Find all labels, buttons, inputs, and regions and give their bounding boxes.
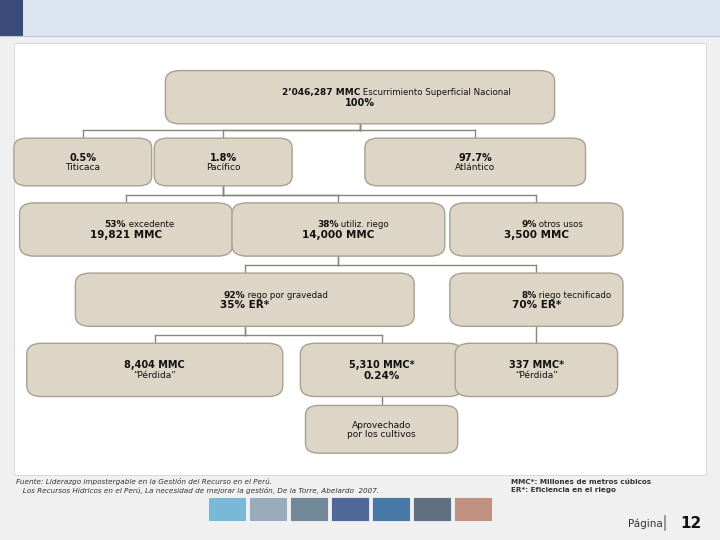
Text: 53%: 53% <box>104 220 126 230</box>
Bar <box>208 497 246 521</box>
Text: 0.24%: 0.24% <box>364 370 400 381</box>
Text: Titicaca: Titicaca <box>66 163 100 172</box>
Text: MMC*: Millones de metros cúbicos: MMC*: Millones de metros cúbicos <box>511 478 652 485</box>
Text: 8%: 8% <box>521 291 536 300</box>
Text: 70% ER*: 70% ER* <box>512 300 561 310</box>
Text: excedente: excedente <box>126 220 174 230</box>
Text: 35% ER*: 35% ER* <box>220 300 269 310</box>
Text: 0.5%: 0.5% <box>69 153 96 163</box>
Bar <box>454 497 492 521</box>
Text: otros usos: otros usos <box>536 220 583 230</box>
Text: 5,310 MMC*: 5,310 MMC* <box>348 360 415 370</box>
Text: Aprovechado: Aprovechado <box>352 421 411 430</box>
FancyBboxPatch shape <box>14 138 152 186</box>
FancyBboxPatch shape <box>232 203 445 256</box>
FancyBboxPatch shape <box>300 343 463 396</box>
Text: 12: 12 <box>680 516 702 531</box>
Text: ER*: Eficiencia en el riego: ER*: Eficiencia en el riego <box>511 487 616 494</box>
FancyBboxPatch shape <box>305 406 458 453</box>
Text: 100%: 100% <box>345 98 375 108</box>
FancyBboxPatch shape <box>27 343 283 396</box>
Text: por los cultivos: por los cultivos <box>347 430 416 439</box>
FancyBboxPatch shape <box>450 203 623 256</box>
Text: Rendimiento de los recursos hídricos en el sector agrícola en la vertiente del P: Rendimiento de los recursos hídricos en … <box>30 11 564 24</box>
Text: 3,500 MMC: 3,500 MMC <box>504 230 569 240</box>
FancyBboxPatch shape <box>19 203 233 256</box>
Text: Pacífico: Pacífico <box>206 163 240 172</box>
Text: Los Recursos Hídricos en el Perú, La necesidad de mejorar la gestión, De la Torr: Los Recursos Hídricos en el Perú, La nec… <box>16 487 379 494</box>
Bar <box>290 497 328 521</box>
Bar <box>249 497 287 521</box>
Text: 2’046,287 MMC: 2’046,287 MMC <box>282 88 360 97</box>
Text: 14,000 MMC: 14,000 MMC <box>302 230 374 240</box>
Text: 92%: 92% <box>223 291 245 300</box>
Text: “Pérdida”: “Pérdida” <box>133 371 176 380</box>
Text: rego por gravedad: rego por gravedad <box>245 291 328 300</box>
FancyBboxPatch shape <box>166 71 554 124</box>
Text: Atlántico: Atlántico <box>455 163 495 172</box>
Text: Página: Página <box>628 518 662 529</box>
Text: 19,821 MMC: 19,821 MMC <box>90 230 162 240</box>
Text: utiliz. riego: utiliz. riego <box>338 220 389 230</box>
FancyBboxPatch shape <box>450 273 623 326</box>
Text: riego tecnificado: riego tecnificado <box>536 291 611 300</box>
Text: 337 MMC*: 337 MMC* <box>509 360 564 370</box>
Text: 38%: 38% <box>317 220 338 230</box>
Text: Fuente: Liderazgo impostergable en la Gestión del Recurso en el Perú.: Fuente: Liderazgo impostergable en la Ge… <box>16 478 272 485</box>
Bar <box>0 0 23 36</box>
Text: 9%: 9% <box>521 220 536 230</box>
Text: 8,404 MMC: 8,404 MMC <box>125 360 185 370</box>
Bar <box>413 497 451 521</box>
Text: Escurrimiento Superficial Nacional: Escurrimiento Superficial Nacional <box>360 88 511 97</box>
Bar <box>0 0 720 36</box>
Text: 97.7%: 97.7% <box>459 153 492 163</box>
FancyBboxPatch shape <box>455 343 618 396</box>
Bar <box>331 497 369 521</box>
Text: “Pérdida”: “Pérdida” <box>515 371 558 380</box>
Bar <box>14 43 706 475</box>
Text: 1.8%: 1.8% <box>210 153 237 163</box>
FancyBboxPatch shape <box>365 138 585 186</box>
FancyBboxPatch shape <box>154 138 292 186</box>
FancyBboxPatch shape <box>76 273 414 326</box>
Bar <box>372 497 410 521</box>
